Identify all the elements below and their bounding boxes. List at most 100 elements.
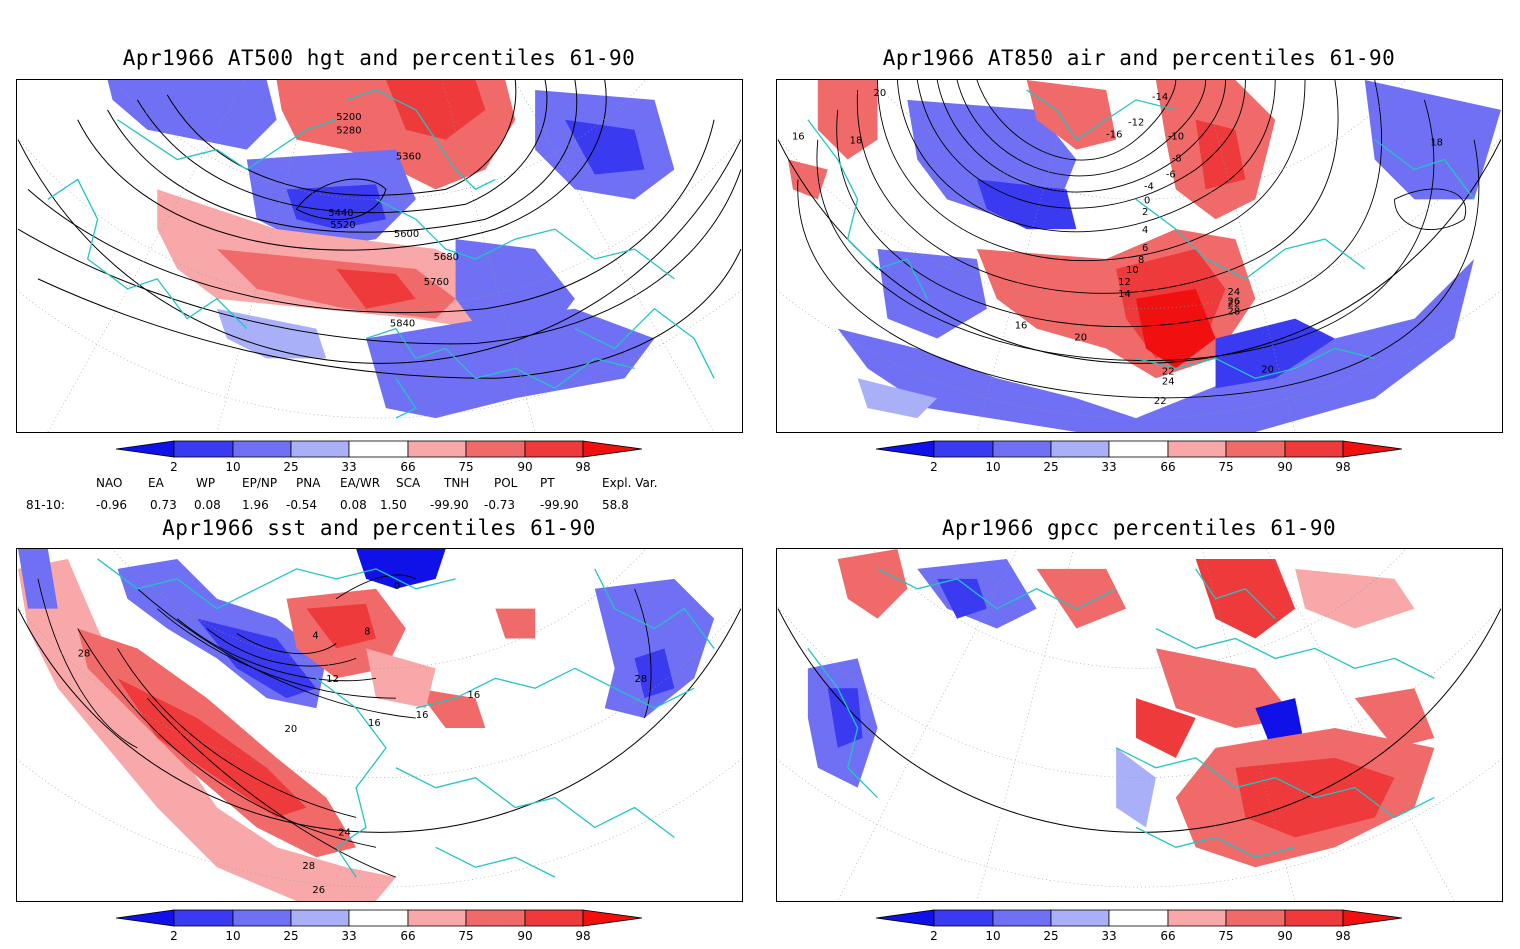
colorbar-tick-label: 10 xyxy=(985,929,1001,943)
colorbar-bin xyxy=(407,909,467,927)
contour-label: 0 xyxy=(394,581,400,592)
colorbar-bins xyxy=(876,440,1402,458)
contour-label: 20 xyxy=(874,88,887,99)
index-value: 1.96 xyxy=(242,498,269,512)
colorbar-bin xyxy=(1108,440,1169,458)
contour-label: 26 xyxy=(312,885,325,896)
contour-label: 12 xyxy=(326,674,339,685)
panel-title-sst: Apr1966 sst and percentiles 61-90 xyxy=(162,516,596,540)
contour-label: 20 xyxy=(1261,364,1274,375)
colorbar-tick-label: 66 xyxy=(400,929,416,943)
colorbar-tick-label: 90 xyxy=(1277,460,1293,474)
colorbar-bins xyxy=(116,909,642,927)
percentile-shading xyxy=(18,549,715,901)
index-value: 58.8 xyxy=(602,498,629,512)
contour-label: -8 xyxy=(1172,154,1182,165)
colorbar-tick-label: 98 xyxy=(1335,929,1351,943)
colorbar-bin xyxy=(933,909,994,927)
colorbar-tick-label: 25 xyxy=(283,460,299,474)
colorbar-tick-label: 33 xyxy=(341,929,357,943)
colorbar-tick-label: 25 xyxy=(283,929,299,943)
colorbar-bin xyxy=(1342,440,1402,458)
index-header: NAO xyxy=(96,476,123,490)
map-panel-gpcc xyxy=(776,548,1503,902)
colorbar-bin xyxy=(1225,909,1286,927)
contour-label: 14 xyxy=(1118,289,1131,300)
map-panel-air850: 20 18 16 -14 -12 -16 -10 -8 -6 -4 0 2 4 … xyxy=(776,79,1503,433)
contour-labels: 20 18 16 -14 -12 -16 -10 -8 -6 -4 0 2 4 … xyxy=(792,88,1443,407)
colorbar-bin xyxy=(876,909,935,927)
contour-label: 20 xyxy=(1074,333,1087,344)
colorbar-bin xyxy=(232,440,292,458)
colorbar-bin xyxy=(290,909,350,927)
colorbar-tick-label: 33 xyxy=(1101,929,1117,943)
colorbar-bin xyxy=(465,909,526,927)
colorbar-bins xyxy=(876,909,1402,927)
map-hgt500-svg: 5200 5280 5360 5440 5520 5600 5680 5760 … xyxy=(17,80,742,432)
contour-label: 8 xyxy=(1138,255,1144,266)
colorbar-tick-label: 10 xyxy=(225,460,241,474)
percentile-shading xyxy=(787,80,1501,432)
index-header: EA xyxy=(148,476,164,490)
index-header: POL xyxy=(494,476,518,490)
colorbar-bin xyxy=(407,440,467,458)
colorbar-tick-label: 10 xyxy=(985,460,1001,474)
map-panel-hgt500: 5200 5280 5360 5440 5520 5600 5680 5760 … xyxy=(16,79,743,433)
colorbar-tick-label: 2 xyxy=(170,929,178,943)
colorbar-tick-label: 90 xyxy=(517,460,533,474)
percentile-shading xyxy=(107,80,675,419)
contour-label: 4 xyxy=(1142,225,1148,236)
colorbar-air850: 2 10 25 33 66 75 90 98 xyxy=(876,440,1402,480)
colorbar-tick-label: 90 xyxy=(1277,929,1293,943)
colorbar-bin xyxy=(1108,909,1169,927)
contour-label: 22 xyxy=(1228,299,1241,310)
sst-contours xyxy=(37,574,652,878)
colorbar-bin xyxy=(1167,909,1227,927)
colorbar-gpcc: 2 10 25 33 66 75 90 98 xyxy=(876,909,1402,949)
contour-label: 5520 xyxy=(330,220,355,231)
colorbar-bin xyxy=(1284,440,1344,458)
colorbar-bin xyxy=(582,909,642,927)
index-value: 0.08 xyxy=(194,498,221,512)
contour-label: -12 xyxy=(1128,118,1144,129)
colorbar-tick-label: 33 xyxy=(1101,460,1117,474)
coastlines xyxy=(807,568,1435,858)
colorbar-bin xyxy=(173,909,234,927)
colorbar-bin xyxy=(290,440,350,458)
contour-label: 5600 xyxy=(394,229,419,240)
panel-title-air850: Apr1966 AT850 air and percentiles 61-90 xyxy=(882,46,1396,70)
teleconnection-indices: 81-10: NAO EA WP EP/NP PNA EA/WR SCA TNH POL PT Ex… xyxy=(20,470,700,516)
panel-title-gpcc: Apr1966 gpcc percentiles 61-90 xyxy=(941,516,1337,540)
colorbar-tick-label: 90 xyxy=(517,929,533,943)
map-air850-svg: 20 18 16 -14 -12 -16 -10 -8 -6 -4 0 2 4 … xyxy=(777,80,1502,432)
index-value: -99.90 xyxy=(430,498,469,512)
map-sst-svg: 28 0 4 8 12 16 20 24 28 16 16 26 28 xyxy=(17,549,742,901)
contour-label: 5680 xyxy=(434,252,459,263)
map-boundary xyxy=(17,139,742,364)
index-value: 0.73 xyxy=(150,498,177,512)
colorbar-bin xyxy=(1225,440,1286,458)
contour-label: 5760 xyxy=(424,277,449,288)
colorbar-hgt500: 2 10 25 33 66 75 90 98 xyxy=(116,440,642,480)
contour-label: 28 xyxy=(1228,307,1241,318)
contour-label: 18 xyxy=(1430,138,1443,149)
colorbar-tick-label: 75 xyxy=(1218,929,1234,943)
index-value: 0.08 xyxy=(340,498,367,512)
contour-label: 20 xyxy=(285,724,298,735)
contour-label: 5280 xyxy=(336,126,361,137)
graticule xyxy=(777,549,1502,901)
contour-label: 16 xyxy=(1015,321,1028,332)
contour-label: 12 xyxy=(1118,277,1131,288)
colorbar-tick-label: 2 xyxy=(930,929,938,943)
index-header: PT xyxy=(540,476,555,490)
graticule xyxy=(17,80,742,432)
contour-label: 4 xyxy=(312,630,318,641)
contour-label: 28 xyxy=(635,674,648,685)
colorbar-tick-label: 66 xyxy=(1160,460,1176,474)
contour-label: 10 xyxy=(1126,265,1139,276)
colorbar-bin xyxy=(173,440,234,458)
colorbar-tick-label: 66 xyxy=(400,460,416,474)
colorbar-tick-label: 66 xyxy=(1160,929,1176,943)
colorbar-bin xyxy=(582,440,642,458)
contour-label: 28 xyxy=(302,861,315,872)
